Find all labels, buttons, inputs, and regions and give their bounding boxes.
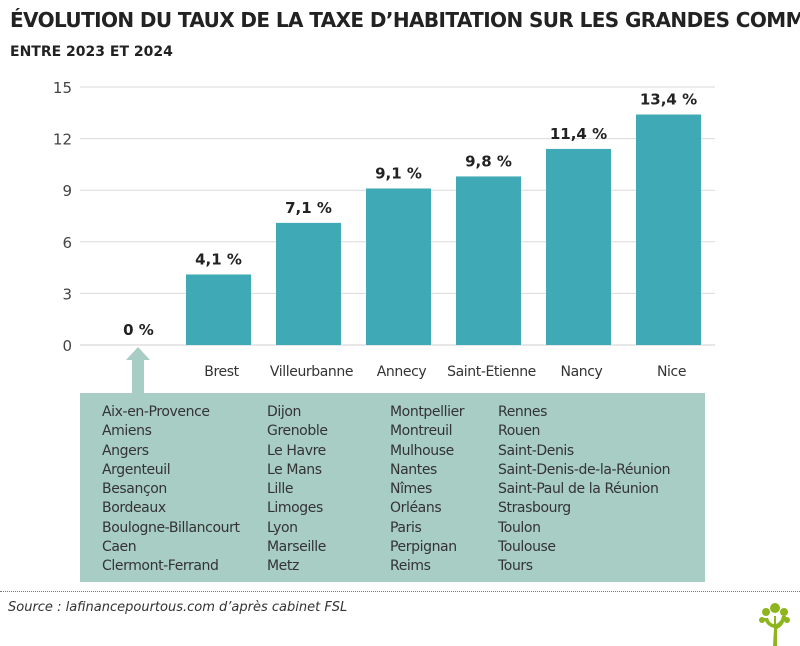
y-tick-label: 12 — [53, 131, 72, 149]
city-name: Limoges — [267, 500, 323, 517]
source-note: Source : lafinancepourtous.com d’après c… — [8, 600, 348, 615]
x-tick-label: Saint-Etienne — [447, 364, 536, 380]
city-name: Saint-Denis — [498, 442, 574, 459]
city-name: Nîmes — [390, 481, 432, 498]
chart-subtitle: ENTRE 2023 ET 2024 — [10, 44, 173, 60]
x-tick-label: Nice — [657, 364, 686, 380]
bar — [366, 188, 431, 345]
bar — [546, 148, 611, 345]
city-name: Marseille — [267, 539, 327, 556]
city-name: Argenteuil — [102, 461, 171, 478]
city-name: Metz — [267, 558, 299, 575]
x-tick-label: Annecy — [377, 364, 427, 380]
city-name: Le Havre — [267, 442, 326, 459]
data-label: 9,8 % — [465, 152, 512, 170]
bar — [186, 274, 251, 345]
city-name: Boulogne-Billancourt — [102, 519, 240, 536]
data-label: 11,4 % — [550, 125, 607, 143]
city-name: Montpellier — [390, 404, 465, 420]
city-name: Saint-Paul de la Réunion — [498, 481, 659, 498]
city-name: Montreuil — [390, 423, 453, 440]
city-name: Caen — [102, 539, 137, 556]
y-tick-label: 9 — [62, 182, 72, 200]
city-name: Toulon — [498, 519, 541, 536]
city-name: Orléans — [390, 500, 442, 517]
tree-logo-icon — [759, 603, 790, 646]
city-name: Dijon — [267, 404, 301, 420]
city-column: Montpellier Montreuil Mulhouse Nantes Nîmes O… — [390, 403, 465, 577]
city-name: Angers — [102, 442, 149, 459]
data-label: 13,4 % — [640, 91, 697, 109]
city-name: Grenoble — [267, 423, 328, 440]
arrow-up-icon — [126, 347, 150, 393]
city-name: Strasbourg — [498, 500, 571, 517]
divider — [0, 591, 800, 592]
y-tick-label: 15 — [53, 79, 72, 97]
y-tick-label: 3 — [62, 285, 72, 303]
city-name: Aix-en-Provence — [102, 404, 210, 420]
city-name: Paris — [390, 519, 422, 536]
zero-group-box: Aix-en-Provence Amiens Angers Argenteuil Bes… — [80, 393, 705, 582]
bar — [456, 176, 521, 345]
city-name: Clermont-Ferrand — [102, 558, 219, 575]
data-label: 0 % — [123, 321, 154, 339]
x-tick-label: Villeurbanne — [270, 364, 353, 380]
x-tick-label: Brest — [204, 364, 239, 380]
y-tick-label: 6 — [62, 234, 72, 252]
city-name: Toulouse — [498, 539, 556, 556]
city-name: Rouen — [498, 423, 541, 440]
chart-title: ÉVOLUTION DU TAUX DE LA TAXE D’HABITATIO… — [10, 8, 800, 32]
bar-chart: 0 3 6 9 12 15 0 % 4,1 % Brest 7,1 % Villeurbanne 9,… — [53, 79, 715, 393]
city-name: Reims — [390, 558, 431, 575]
city-name: Le Mans — [267, 461, 322, 478]
city-name: Amiens — [102, 423, 152, 440]
bar — [276, 222, 341, 345]
data-label: 9,1 % — [375, 164, 422, 182]
y-tick-label: 0 — [62, 337, 72, 355]
city-name: Perpignan — [390, 539, 457, 556]
city-name: Rennes — [498, 404, 547, 420]
city-column: Dijon Grenoble Le Havre Le Mans Lille Limoges… — [267, 403, 328, 577]
city-name: Saint-Denis-de-la-Réunion — [498, 461, 671, 478]
city-name: Nantes — [390, 461, 437, 478]
city-column: Aix-en-Provence Amiens Angers Argenteuil Bes… — [102, 403, 240, 577]
city-name: Tours — [498, 558, 533, 575]
city-name: Lille — [267, 481, 294, 498]
city-name: Lyon — [267, 519, 298, 536]
city-column: Rennes Rouen Saint-Denis Saint-Denis-de-la-… — [498, 403, 671, 577]
data-label: 7,1 % — [285, 199, 332, 217]
bar — [636, 114, 701, 346]
city-name: Besançon — [102, 481, 167, 498]
city-name: Bordeaux — [102, 500, 166, 517]
x-tick-label: Nancy — [561, 364, 603, 380]
city-name: Mulhouse — [390, 442, 454, 459]
data-label: 4,1 % — [195, 250, 242, 268]
